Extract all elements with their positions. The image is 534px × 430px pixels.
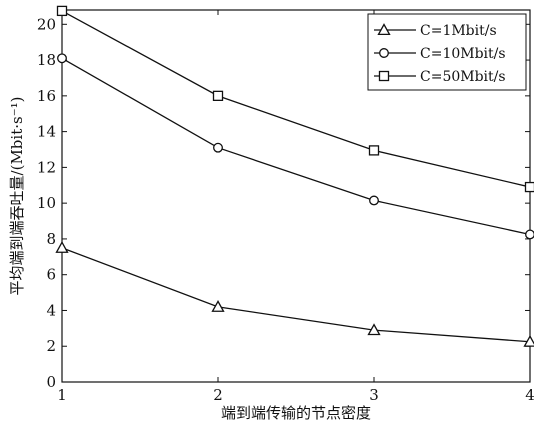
y-tick-label: 10 — [37, 194, 56, 212]
series-1 — [57, 242, 534, 346]
y-tick-label: 14 — [37, 123, 56, 141]
data-point — [213, 301, 224, 311]
data-point — [526, 230, 534, 239]
y-tick-label: 0 — [46, 373, 56, 391]
legend: C=1Mbit/s C=10Mbit/s C=50Mbit/s — [368, 14, 526, 90]
y-tick-label: 20 — [37, 15, 56, 33]
x-tick-label: 3 — [369, 386, 379, 404]
x-tick-label: 1 — [57, 386, 67, 404]
data-point — [214, 143, 223, 152]
y-tick-label: 2 — [46, 337, 56, 355]
x-tick-label: 2 — [213, 386, 223, 404]
data-point — [214, 91, 223, 100]
legend-label: C=1Mbit/s — [420, 23, 497, 39]
y-axis-title: 平均端到端吞吐量/(Mbit·s⁻¹) — [8, 97, 26, 296]
y-tick-label: 8 — [46, 230, 56, 248]
data-point — [58, 6, 67, 15]
y-tick-label: 12 — [37, 158, 56, 176]
y-tick-label: 6 — [46, 266, 56, 284]
data-point — [370, 146, 379, 155]
data-point — [58, 54, 67, 63]
legend-label: C=10Mbit/s — [420, 46, 506, 62]
x-tick-label: 4 — [525, 386, 534, 404]
legend-label: C=50Mbit/s — [420, 69, 506, 85]
series-line — [62, 248, 530, 342]
y-tick-label: 4 — [46, 301, 56, 319]
y-tick-label: 18 — [37, 51, 56, 69]
data-point — [526, 183, 534, 192]
legend-marker — [380, 72, 389, 81]
data-point — [57, 242, 68, 252]
y-tick-label: 16 — [37, 87, 56, 105]
data-point — [370, 196, 379, 205]
x-axis-title: 端到端传输的节点密度 — [221, 404, 371, 422]
legend-marker — [380, 49, 389, 58]
